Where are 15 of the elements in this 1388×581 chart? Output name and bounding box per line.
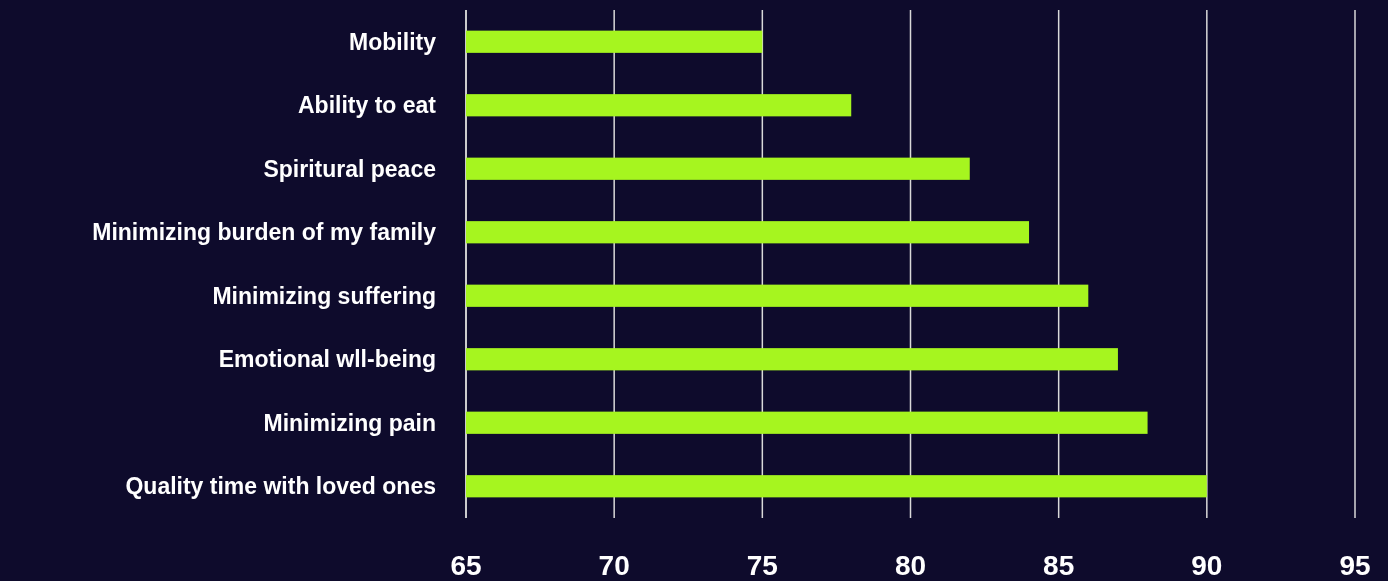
y-tick-label: Mobility bbox=[349, 28, 437, 55]
x-tick-label: 75 bbox=[746, 550, 778, 581]
y-tick-label: Minimizing suffering bbox=[212, 282, 436, 309]
x-tick-label: 70 bbox=[598, 550, 630, 581]
x-tick-label: 85 bbox=[1043, 550, 1075, 581]
y-tick-label: Minimizing burden of my family bbox=[92, 219, 437, 246]
y-tick-label: Minimizing pain bbox=[263, 409, 436, 436]
y-tick-label: Quality time with loved ones bbox=[125, 473, 436, 500]
y-tick-label: Ability to eat bbox=[297, 92, 437, 119]
y-tick-label: Emotional wll-being bbox=[218, 346, 436, 373]
x-tick-label: 95 bbox=[1339, 550, 1371, 581]
y-tick-label: Spiritural peace bbox=[263, 155, 436, 182]
x-tick-label: 80 bbox=[894, 550, 927, 581]
x-tick-label: 90 bbox=[1191, 550, 1223, 581]
x-tick-label: 65 bbox=[450, 550, 482, 581]
